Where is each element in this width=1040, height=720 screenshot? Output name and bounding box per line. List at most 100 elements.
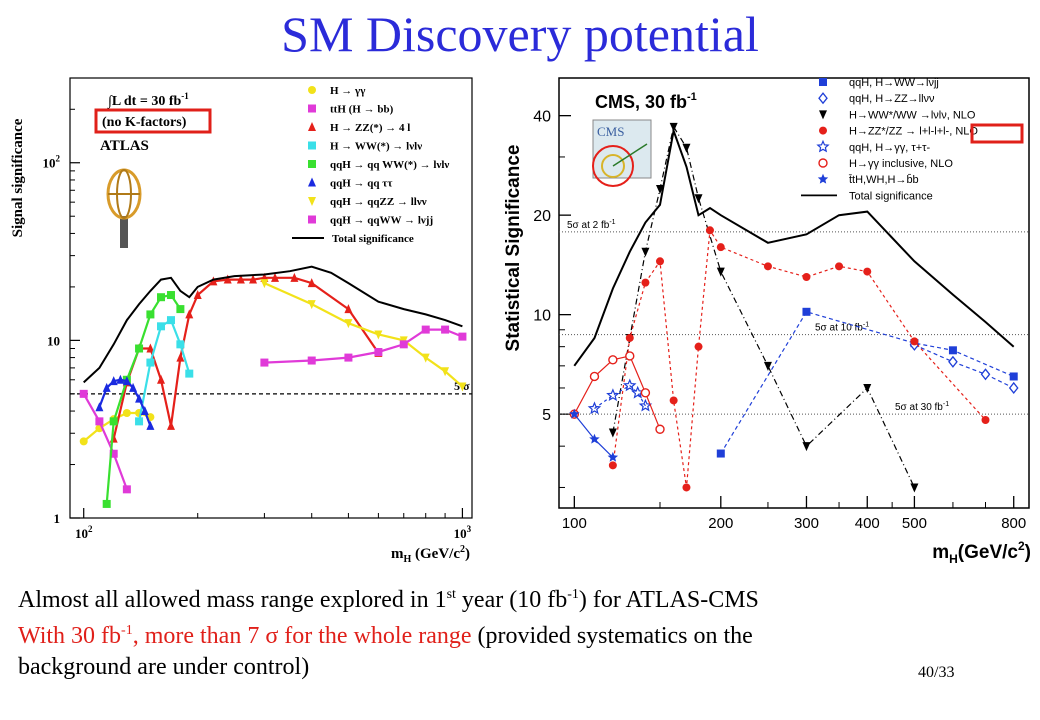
cms-reference-label: 5σ at 2 fb-1 bbox=[567, 219, 616, 231]
atlas-data-point bbox=[79, 437, 88, 446]
cms-legend-label: qqH, H→WW→lνjj bbox=[849, 77, 939, 89]
atlas-data-point bbox=[399, 340, 408, 349]
atlas-data-point bbox=[135, 417, 144, 426]
cms-data-point bbox=[569, 408, 580, 419]
atlas-lumi-label: ∫L dt = 30 fb-1 bbox=[107, 91, 189, 109]
cms-series-line bbox=[612, 125, 915, 488]
atlas-data-point bbox=[260, 279, 269, 289]
cms-legend-marker bbox=[819, 78, 827, 86]
cms-header-sup: -1 bbox=[687, 91, 697, 103]
atlas-data-point bbox=[135, 344, 144, 353]
cms-data-point bbox=[1008, 381, 1019, 395]
atlas-data-point bbox=[307, 356, 316, 365]
cms-legend-marker bbox=[817, 173, 829, 184]
caption-sup: -1 bbox=[121, 623, 133, 638]
atlas-data-point bbox=[249, 274, 258, 284]
cms-x-tick-label: 300 bbox=[794, 515, 819, 532]
atlas-logo-icon bbox=[106, 168, 142, 248]
cms-nlo-highlight-box bbox=[970, 123, 1024, 144]
atlas-data-point bbox=[116, 374, 125, 384]
atlas-series-line bbox=[138, 318, 191, 422]
cms-data-point bbox=[716, 243, 725, 252]
cms-logo-icon: CMS bbox=[592, 119, 652, 187]
cms-legend-label: H→γγ inclusive, NLO bbox=[849, 158, 953, 170]
cms-legend-marker bbox=[818, 158, 828, 168]
cms-data-point bbox=[802, 272, 811, 281]
cms-data-point bbox=[608, 355, 618, 365]
atlas-data-point bbox=[260, 358, 269, 367]
cms-data-point bbox=[705, 226, 714, 235]
atlas-data-point bbox=[166, 316, 175, 325]
atlas-logo-stand bbox=[120, 216, 128, 248]
cms-reference-label-sup: -1 bbox=[943, 401, 949, 408]
atlas-x-tick-sup: 2 bbox=[88, 524, 93, 534]
atlas-data-point bbox=[236, 274, 245, 284]
atlas-data-point bbox=[146, 310, 155, 319]
atlas-legend-marker bbox=[308, 86, 316, 94]
cms-data-point bbox=[655, 424, 665, 434]
cms-data-point bbox=[981, 415, 990, 424]
atlas-kfactor-label: (no K-factors) bbox=[102, 115, 187, 130]
cms-x-axis-label-sup: 2 bbox=[1018, 539, 1025, 553]
cms-data-point bbox=[608, 428, 617, 438]
cms-data-point bbox=[607, 451, 619, 462]
atlas-data-point bbox=[185, 369, 194, 378]
atlas-legend-label: H → ZZ(*) → 4 l bbox=[330, 122, 410, 134]
cms-y-axis-label: Statistical Significance bbox=[503, 145, 524, 352]
cms-logo-ring bbox=[601, 154, 625, 178]
atlas-series-line bbox=[82, 393, 128, 490]
cms-legend-label: H→ZZ*/ZZ → l+l-l+l-, NLO bbox=[849, 126, 978, 138]
cms-series-line bbox=[612, 228, 986, 488]
atlas-data-point bbox=[421, 353, 430, 363]
cms-legend-marker bbox=[819, 110, 827, 120]
cms-legend-marker bbox=[818, 92, 828, 105]
cms-series-line bbox=[573, 355, 661, 430]
atlas-x-tick-label: 102 bbox=[75, 524, 93, 541]
cms-data-point bbox=[608, 461, 617, 470]
cms-data-point bbox=[835, 262, 844, 271]
caption-line-3: background are under control) bbox=[18, 654, 310, 680]
atlas-x-axis-label-sub: H bbox=[403, 554, 411, 565]
cms-header-label: CMS, 30 fb-1 bbox=[595, 91, 697, 112]
atlas-y-tick-label: 10 bbox=[47, 333, 60, 348]
atlas-legend-marker bbox=[308, 141, 316, 150]
cms-data-point bbox=[640, 388, 651, 398]
atlas-series-line bbox=[83, 265, 463, 384]
atlas-data-point bbox=[135, 393, 144, 403]
cms-data-point bbox=[656, 184, 665, 194]
atlas-y-tick-label: 1 bbox=[54, 511, 61, 526]
cms-data-point bbox=[682, 483, 691, 492]
atlas-x-axis-label-part: (GeV/c bbox=[411, 546, 460, 562]
cms-data-point bbox=[910, 483, 919, 493]
atlas-legend-marker bbox=[308, 160, 316, 168]
cms-y-tick-label: 5 bbox=[542, 407, 551, 424]
atlas-data-point bbox=[95, 402, 104, 412]
atlas-data-point bbox=[166, 291, 175, 300]
atlas-y-tick-sup: 2 bbox=[56, 154, 61, 164]
cms-logo-label: CMS bbox=[597, 124, 624, 139]
atlas-data-point bbox=[176, 305, 185, 314]
cms-data-point bbox=[589, 371, 600, 382]
caption-text: year (10 fb bbox=[455, 587, 568, 613]
cms-data-point bbox=[589, 433, 600, 444]
atlas-data-point bbox=[166, 420, 175, 430]
atlas-data-point bbox=[223, 274, 232, 284]
atlas-data-point bbox=[109, 376, 118, 386]
atlas-y-axis-label: Signal significance bbox=[10, 118, 26, 237]
atlas-legend-label: Total significance bbox=[332, 233, 414, 245]
atlas-x-axis-label: mH (GeV/c2) bbox=[391, 544, 470, 565]
cms-reference-label: 5σ at 30 fb-1 bbox=[895, 401, 949, 413]
cms-data-point bbox=[716, 267, 725, 277]
cms-series-line bbox=[573, 413, 614, 458]
cms-data-point bbox=[910, 337, 919, 346]
atlas-data-point bbox=[193, 290, 202, 300]
cms-logo-ring bbox=[592, 145, 634, 187]
atlas-data-point bbox=[271, 272, 280, 282]
cms-legend-label: H→WW*/WW →lνlν, NLO bbox=[849, 109, 976, 121]
cms-data-point bbox=[763, 262, 772, 271]
cms-logo-track bbox=[612, 143, 648, 167]
atlas-x-axis-label-part: ) bbox=[465, 546, 470, 562]
atlas-legend-marker bbox=[308, 122, 316, 131]
atlas-x-axis-label-sup: 2 bbox=[460, 544, 465, 555]
caption-highlight: With 30 fb bbox=[18, 623, 122, 649]
